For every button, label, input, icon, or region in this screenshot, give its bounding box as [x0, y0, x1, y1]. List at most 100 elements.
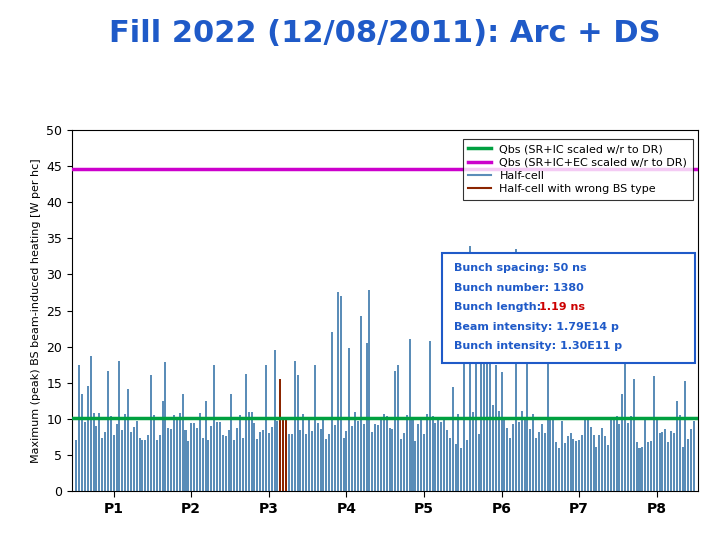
Bar	[216, 422, 218, 491]
Bar	[423, 434, 425, 491]
Text: Fill 2022 (12/08/2011): Arc + DS: Fill 2022 (12/08/2011): Arc + DS	[109, 19, 661, 48]
Bar	[575, 441, 577, 491]
Bar	[282, 419, 284, 491]
Bar	[167, 428, 169, 491]
Bar	[132, 427, 135, 491]
Bar	[102, 438, 103, 491]
Bar	[348, 348, 351, 491]
Bar	[184, 430, 186, 491]
Bar	[535, 438, 537, 491]
Bar	[118, 361, 120, 491]
Bar	[653, 376, 655, 491]
Bar	[541, 424, 543, 491]
Bar	[372, 432, 373, 491]
Bar	[386, 415, 387, 491]
Bar	[618, 424, 621, 491]
Bar	[242, 437, 244, 491]
Bar	[630, 416, 632, 491]
Bar	[590, 427, 592, 491]
Bar	[135, 421, 138, 491]
Bar	[357, 421, 359, 491]
Bar	[210, 426, 212, 491]
Bar	[127, 389, 129, 491]
Bar	[76, 441, 77, 491]
Bar	[472, 411, 474, 491]
Text: Bunch length:: Bunch length:	[454, 302, 545, 312]
Bar	[688, 440, 689, 491]
Bar	[199, 414, 201, 491]
Bar	[99, 413, 100, 491]
Bar	[567, 436, 569, 491]
Bar	[354, 412, 356, 491]
Bar	[138, 438, 140, 491]
Bar	[604, 436, 606, 491]
Bar	[251, 412, 253, 491]
Bar	[291, 434, 293, 491]
Bar	[121, 430, 123, 491]
Bar	[492, 405, 494, 491]
Bar	[503, 418, 505, 491]
Bar	[546, 357, 549, 491]
Bar	[323, 419, 325, 491]
Bar	[685, 381, 686, 491]
Bar	[538, 432, 540, 491]
Bar	[294, 361, 296, 491]
Bar	[346, 431, 348, 491]
Bar	[109, 416, 112, 491]
Text: Bunch spacing: 50 ns: Bunch spacing: 50 ns	[454, 264, 587, 273]
Bar	[518, 422, 520, 491]
Bar	[593, 435, 595, 491]
Bar	[204, 401, 207, 491]
Bar	[572, 439, 575, 491]
Bar	[96, 427, 97, 491]
Bar	[449, 438, 451, 491]
Bar	[627, 423, 629, 491]
Bar	[230, 394, 233, 491]
Bar	[526, 272, 528, 491]
Bar	[383, 414, 384, 491]
Bar	[170, 429, 172, 491]
Bar	[297, 375, 299, 491]
Bar	[285, 417, 287, 491]
Bar	[389, 428, 390, 491]
Bar	[93, 413, 94, 491]
Bar	[512, 424, 514, 491]
Bar	[633, 379, 635, 491]
Bar	[181, 394, 184, 491]
Bar	[150, 375, 152, 491]
Bar	[248, 412, 250, 491]
Bar	[613, 417, 615, 491]
Bar	[529, 429, 531, 491]
Bar	[460, 448, 462, 491]
Bar	[558, 448, 560, 491]
Bar	[288, 434, 290, 491]
Bar	[428, 341, 431, 491]
Bar	[340, 296, 342, 491]
Legend: Qbs (SR+IC scaled w/r to DR), Qbs (SR+IC+EC scaled w/r to DR), Half-cell, Half-c: Qbs (SR+IC scaled w/r to DR), Qbs (SR+IC…	[463, 139, 693, 200]
Text: Bunch number: 1380: Bunch number: 1380	[454, 283, 584, 293]
Bar	[325, 438, 328, 491]
Bar	[279, 379, 282, 491]
FancyBboxPatch shape	[441, 253, 696, 363]
Bar	[112, 435, 114, 491]
Bar	[412, 419, 413, 491]
Bar	[276, 421, 279, 491]
Bar	[107, 371, 109, 491]
Bar	[377, 425, 379, 491]
Bar	[360, 315, 361, 491]
Bar	[320, 429, 322, 491]
Bar	[523, 417, 526, 491]
Bar	[187, 441, 189, 491]
Bar	[233, 440, 235, 491]
Bar	[477, 434, 480, 491]
Bar	[351, 426, 354, 491]
Bar	[173, 415, 175, 491]
Bar	[616, 416, 618, 491]
Bar	[544, 434, 546, 491]
Bar	[621, 394, 624, 491]
Bar	[300, 430, 302, 491]
Bar	[202, 438, 204, 491]
Bar	[480, 301, 482, 491]
Bar	[420, 420, 422, 491]
Bar	[489, 332, 491, 491]
